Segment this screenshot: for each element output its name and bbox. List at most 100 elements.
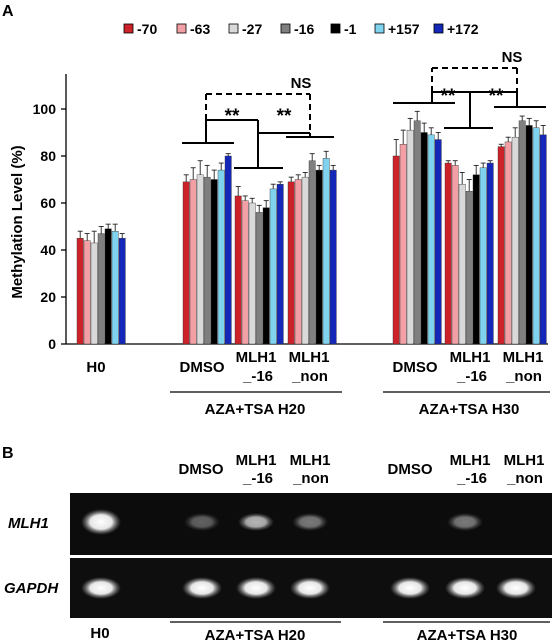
legend-swatch-6: [433, 23, 444, 34]
legend-label-6: +172: [447, 21, 479, 37]
gapdh-band-5: [445, 577, 485, 599]
group-label-dmso-h30: DMSO: [393, 359, 438, 376]
y-tick-label-20: 20: [40, 289, 56, 305]
bottom-label-h30: AZA+TSA H30: [417, 627, 518, 643]
legend-swatch-4: [330, 23, 341, 34]
bar-g0-s5: [111, 230, 119, 345]
bar-g1-s1: [189, 179, 197, 345]
treatment-label-h30: AZA+TSA H30: [419, 401, 520, 418]
y-tick-label-60: 60: [40, 195, 56, 211]
sig-label-5: **: [489, 86, 504, 107]
bar-g4-s2: [406, 129, 414, 345]
bar-g3-s3: [308, 160, 316, 345]
group-label-mlh16-h20-line2: _-16: [242, 368, 273, 385]
y-tick-label-0: 0: [48, 336, 56, 352]
lane-header-mlh16-h30-line2: _-16: [456, 470, 487, 487]
y-axis-ticks: 0 20 40 60 80 100: [33, 101, 66, 352]
y-tick-label-80: 80: [40, 148, 56, 164]
bar-g2-s4: [262, 207, 270, 345]
bar-g2-s6: [276, 183, 284, 345]
bar-g5-s5: [479, 167, 487, 345]
bar-g6-s3: [518, 120, 526, 345]
sig-label-6: NS: [502, 49, 523, 66]
bar-g3-s6: [329, 169, 337, 345]
panel-a-label: A: [2, 3, 14, 20]
lane-header-mlh16-h20-line2: _-16: [242, 470, 273, 487]
lane-header-dmso-h20: DMSO: [179, 461, 224, 478]
lane-header-mlh16-h20-line1: MLH1: [236, 452, 277, 469]
panel-b-label: B: [2, 445, 14, 462]
bottom-label-h0: H0: [90, 625, 109, 642]
bar-g0-s4: [104, 228, 112, 345]
bar-g2-s1: [241, 200, 249, 345]
y-tick-label-100: 100: [33, 101, 57, 117]
bar-g5-s0: [444, 162, 452, 345]
lane-header-mlhnon-h30-line2: _non: [506, 470, 543, 487]
group-label-mlhnon-h20-line2: _non: [291, 368, 328, 385]
mlh1-band-2: [238, 513, 274, 531]
bars: [76, 110, 547, 345]
sig-label-3: NS: [291, 75, 312, 92]
legend-label-1: -63: [190, 21, 210, 37]
gapdh-band-6: [496, 577, 536, 599]
lane-header-dmso-h30: DMSO: [388, 461, 433, 478]
bar-g5-s4: [472, 174, 480, 345]
sig-label-2: **: [277, 106, 292, 127]
bar-g4-s4: [420, 132, 428, 345]
bar-g5-s2: [458, 183, 466, 345]
legend-label-3: -16: [294, 21, 314, 37]
gapdh-band-1: [182, 577, 222, 599]
bar-g2-s5: [269, 188, 277, 345]
bar-g6-s5: [532, 127, 540, 345]
bar-g2-s0: [234, 195, 242, 345]
bar-g5-s1: [451, 165, 459, 345]
bar-g3-s1: [294, 179, 302, 345]
y-tick-label-40: 40: [40, 242, 56, 258]
mlh1-band-0: [81, 509, 121, 535]
lane-header-mlhnon-h20-line1: MLH1: [290, 452, 331, 469]
bar-g5-s6: [486, 162, 494, 345]
lane-header-mlhnon-h30-line1: MLH1: [504, 452, 545, 469]
treatment-label-h20: AZA+TSA H20: [205, 401, 306, 418]
bar-g5-s3: [465, 191, 473, 345]
legend-label-4: -1: [344, 21, 357, 37]
bar-g1-s5: [217, 169, 225, 345]
sig-label-4: **: [441, 86, 456, 107]
gapdh-band-2: [236, 577, 276, 599]
bar-g0-s0: [76, 238, 84, 345]
gapdh-band-4: [390, 577, 430, 599]
gene-label-gapdh: GAPDH: [4, 580, 59, 597]
group-label-mlhnon-h20-line1: MLH1: [289, 349, 330, 366]
legend-label-0: -70: [137, 21, 157, 37]
bar-g6-s1: [504, 141, 512, 345]
bar-g6-s4: [525, 125, 533, 345]
bottom-label-h20: AZA+TSA H20: [205, 627, 306, 643]
bar-g1-s0: [182, 181, 190, 345]
gene-label-mlh1: MLH1: [8, 515, 49, 532]
group-label-mlh16-h30-line1: MLH1: [450, 349, 491, 366]
gapdh-band-0: [81, 577, 121, 599]
y-axis-label: Methylation Level (%): [9, 145, 26, 298]
mlh1-band-5: [447, 513, 483, 531]
legend-swatch-5: [374, 23, 385, 34]
bar-g1-s2: [196, 174, 204, 345]
significance-h30: [393, 67, 546, 129]
group-label-mlhnon-h30-line2: _non: [505, 368, 542, 385]
bar-g6-s2: [511, 136, 519, 345]
bar-g3-s5: [322, 158, 330, 345]
legend-swatch-0: [123, 23, 134, 34]
bar-g0-s2: [90, 242, 98, 345]
group-label-h0: H0: [86, 359, 105, 376]
bar-g0-s1: [83, 240, 91, 345]
gel-bands: [81, 509, 536, 599]
bar-g3-s2: [301, 176, 309, 345]
mlh1-band-1: [184, 513, 220, 531]
bar-g1-s3: [203, 176, 211, 345]
bar-g2-s2: [248, 202, 256, 345]
group-label-dmso-h20: DMSO: [180, 359, 225, 376]
bar-g2-s3: [255, 212, 263, 345]
significance-h20: [182, 93, 334, 169]
bar-g3-s0: [287, 181, 295, 345]
gapdh-band-3: [290, 577, 330, 599]
